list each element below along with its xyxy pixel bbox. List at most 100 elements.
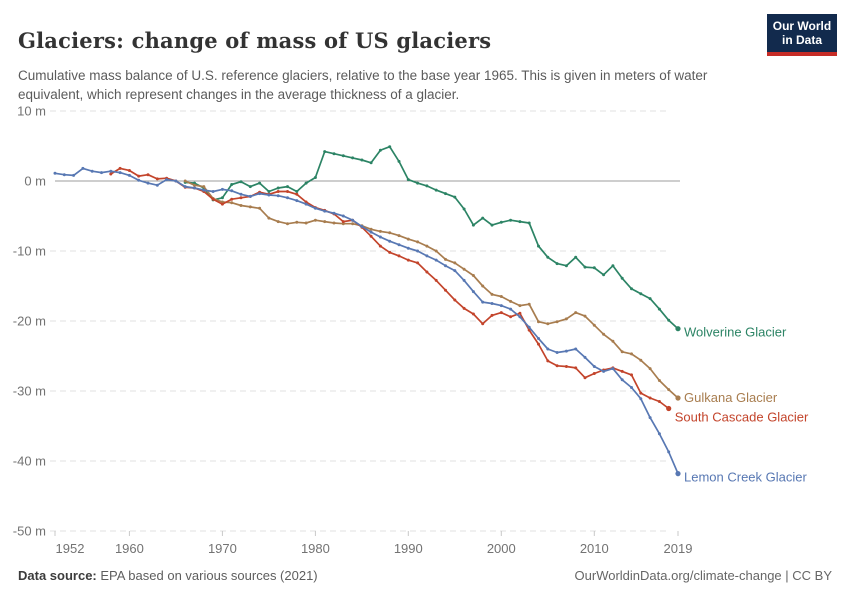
data-point xyxy=(239,180,243,184)
data-point xyxy=(639,391,643,395)
data-point xyxy=(239,204,243,207)
x-tick-label-1990: 1990 xyxy=(394,541,423,556)
data-point xyxy=(639,358,643,362)
data-point xyxy=(648,396,652,400)
data-point xyxy=(509,307,513,311)
data-point xyxy=(211,190,215,193)
data-point xyxy=(630,352,633,356)
data-point xyxy=(537,342,540,346)
data-point xyxy=(592,266,596,270)
owid-logo[interactable]: Our World in Data xyxy=(767,14,837,56)
data-point xyxy=(648,416,652,420)
x-tick-label-1952: 1952 xyxy=(56,541,85,556)
series-endpoint-gulkana-glacier[interactable] xyxy=(675,395,681,401)
data-point xyxy=(453,195,457,199)
data-point xyxy=(518,304,522,308)
data-point xyxy=(286,196,289,200)
data-point xyxy=(406,258,410,262)
data-point xyxy=(602,369,606,373)
data-point xyxy=(471,274,475,277)
y-tick-label--30: -30 m xyxy=(13,384,46,399)
data-point xyxy=(444,257,447,261)
data-point xyxy=(555,320,559,324)
data-source-note: Data source: EPA based on various source… xyxy=(18,568,318,583)
series-label-lemon-creek-glacier[interactable]: Lemon Creek Glacier xyxy=(684,470,807,485)
data-point xyxy=(555,364,559,368)
data-point xyxy=(471,223,475,227)
data-point xyxy=(286,222,289,226)
data-point xyxy=(295,199,299,203)
data-point xyxy=(397,254,401,258)
series-label-wolverine-glacier[interactable]: Wolverine Glacier xyxy=(684,325,787,340)
data-point xyxy=(360,225,364,228)
data-point xyxy=(648,297,652,301)
y-tick-label-0: 0 m xyxy=(24,174,46,189)
data-point xyxy=(378,244,382,248)
data-point xyxy=(286,185,289,189)
data-point xyxy=(146,173,150,177)
data-point xyxy=(62,173,66,177)
data-point xyxy=(369,161,373,165)
series-endpoint-south-cascade-glacier[interactable] xyxy=(666,405,672,412)
data-point xyxy=(527,302,531,306)
data-point xyxy=(583,314,587,318)
license-note[interactable]: OurWorldinData.org/climate-change | CC B… xyxy=(574,568,832,583)
series-line-lemon-creek-glacier[interactable] xyxy=(54,167,679,475)
data-point xyxy=(313,206,317,210)
data-point xyxy=(620,369,624,373)
data-point xyxy=(276,190,280,193)
data-point xyxy=(127,169,131,172)
data-point xyxy=(276,220,280,224)
data-point xyxy=(239,196,243,200)
y-tick-label--40: -40 m xyxy=(13,454,46,469)
data-point xyxy=(295,190,299,193)
data-point xyxy=(630,386,633,389)
series-label-gulkana-glacier[interactable]: Gulkana Glacier xyxy=(684,390,778,405)
data-point xyxy=(183,185,187,189)
y-tick-label--20: -20 m xyxy=(13,314,46,329)
owid-logo-line1: Our World xyxy=(772,19,832,33)
series-line-gulkana-glacier[interactable] xyxy=(184,180,679,399)
data-point xyxy=(592,365,596,368)
data-point xyxy=(295,192,299,196)
data-point xyxy=(527,325,531,329)
x-tick-label-1980: 1980 xyxy=(301,541,330,556)
data-point xyxy=(230,201,234,205)
data-point xyxy=(490,223,494,227)
data-point xyxy=(481,322,485,326)
data-point xyxy=(416,249,420,253)
data-point xyxy=(667,388,671,392)
data-point xyxy=(341,154,345,158)
data-point xyxy=(341,214,345,218)
data-point xyxy=(276,186,280,190)
data-point xyxy=(230,189,234,193)
data-point xyxy=(518,311,522,315)
data-point xyxy=(332,211,336,215)
data-point xyxy=(667,318,671,322)
data-point xyxy=(267,193,271,197)
data-point xyxy=(332,221,336,225)
series-line-wolverine-glacier[interactable] xyxy=(184,145,679,330)
x-tick-label-1970: 1970 xyxy=(208,541,237,556)
data-point xyxy=(360,158,364,162)
series-endpoint-wolverine-glacier[interactable] xyxy=(675,326,681,332)
data-point xyxy=(574,255,578,259)
data-point xyxy=(220,187,224,191)
data-point xyxy=(146,181,150,185)
y-tick-label--10: -10 m xyxy=(13,244,46,259)
data-point xyxy=(193,186,196,190)
series-label-south-cascade-glacier[interactable]: South Cascade Glacier xyxy=(675,410,809,425)
series-line-south-cascade-glacier[interactable] xyxy=(109,167,670,410)
data-point xyxy=(481,300,485,304)
data-point xyxy=(369,227,373,231)
data-point xyxy=(109,172,113,176)
data-source-text: EPA based on various sources (2021) xyxy=(96,568,318,583)
data-point xyxy=(202,188,206,192)
series-endpoint-lemon-creek-glacier[interactable] xyxy=(675,471,681,477)
data-point xyxy=(369,234,373,238)
data-point xyxy=(193,183,196,187)
data-point xyxy=(462,207,466,211)
